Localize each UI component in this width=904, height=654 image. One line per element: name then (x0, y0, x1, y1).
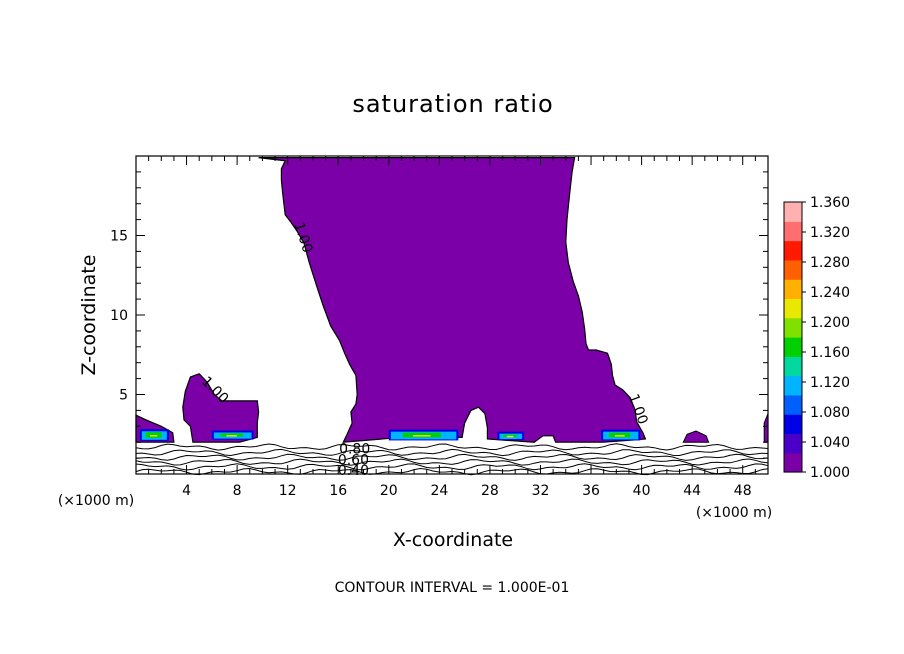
plot-area: 1.001.001.000.800.600.404 8 12 16 20 24 28 32 36… (110, 155, 769, 499)
y-tick-label: 10 (110, 308, 128, 324)
x-tick-label: 32 (532, 483, 550, 499)
cloud-region-patch (682, 430, 710, 443)
supersaturation-band (614, 435, 625, 437)
contour-label: 0.60 (338, 453, 369, 469)
contour-label: 0.80 (339, 442, 370, 458)
colorbar-swatch (784, 414, 802, 435)
colorbar-label: 1.000 (810, 465, 850, 481)
contour-line (135, 448, 769, 457)
colorbar-label: 1.040 (810, 435, 850, 451)
colorbar-label: 1.320 (810, 225, 850, 241)
colorbar-label: 1.280 (810, 255, 850, 271)
supersaturation-band (145, 432, 162, 438)
contour-label: 0.40 (338, 463, 369, 479)
supersaturation-band (413, 435, 431, 437)
colorbar-swatch (784, 433, 802, 454)
x-tick-label: 16 (329, 483, 347, 499)
x-tick-label: 44 (683, 483, 701, 499)
x-tick-label: 12 (279, 483, 297, 499)
supersaturation-band (506, 435, 514, 438)
x-tick-label: 20 (380, 483, 398, 499)
colorbar: 1.360 1.320 1.280 1.240 1.200 1.160 1.120 1.080… (783, 195, 850, 481)
x-tick-label: 40 (633, 483, 651, 499)
x-tick-label: 24 (430, 483, 448, 499)
colorbar-swatch (784, 279, 802, 300)
y-axis-title: Z-coordinate (78, 255, 100, 376)
cloud-region-main (258, 157, 647, 443)
colorbar-label: 1.120 (810, 375, 850, 391)
cloud-region-left (182, 373, 260, 443)
chart-title: saturation ratio (352, 90, 553, 118)
x-unit-right: (×1000 m) (696, 505, 772, 521)
colorbar-label: 1.080 (810, 405, 850, 421)
colorbar-swatch (784, 356, 802, 377)
supersaturation-band (149, 435, 158, 437)
colorbar-label: 1.240 (810, 285, 850, 301)
y-tick-label: 15 (110, 229, 128, 245)
contour-line (135, 463, 769, 471)
colorbar-swatch (784, 240, 802, 261)
colorbar-swatch (784, 259, 802, 280)
colorbar-swatch (784, 317, 802, 338)
x-axis-title: X-coordinate (393, 529, 513, 551)
colorbar-label: 1.160 (810, 345, 850, 361)
contour-interval-note: CONTOUR INTERVAL = 1.000E-01 (335, 580, 570, 596)
colorbar-swatch (784, 394, 802, 415)
colorbar-swatch (784, 452, 802, 473)
y-tick-label: 5 (119, 388, 128, 404)
colorbar-label: 1.360 (810, 195, 850, 211)
x-tick-label: 48 (734, 483, 752, 499)
x-tick-label: 4 (182, 483, 191, 499)
supersaturation-band (608, 432, 631, 438)
colorbar-frame (783, 201, 803, 473)
x-tick-label: 36 (582, 483, 600, 499)
supersaturation-band (402, 432, 441, 438)
x-tick-label: 8 (233, 483, 242, 499)
contour-line (135, 443, 769, 451)
supersaturation-band (220, 433, 244, 437)
x-unit-left: (×1000 m) (58, 493, 134, 509)
colorbar-swatch (784, 202, 802, 222)
colorbar-swatch (784, 221, 802, 242)
colorbar-label: 1.200 (810, 315, 850, 331)
x-tick-label: 28 (481, 483, 499, 499)
colorbar-swatch (784, 298, 802, 319)
contour-line (135, 453, 769, 461)
contour-line (135, 458, 769, 466)
colorbar-swatch (784, 375, 802, 396)
colorbar-swatch (784, 337, 802, 357)
supersaturation-band (226, 435, 237, 437)
